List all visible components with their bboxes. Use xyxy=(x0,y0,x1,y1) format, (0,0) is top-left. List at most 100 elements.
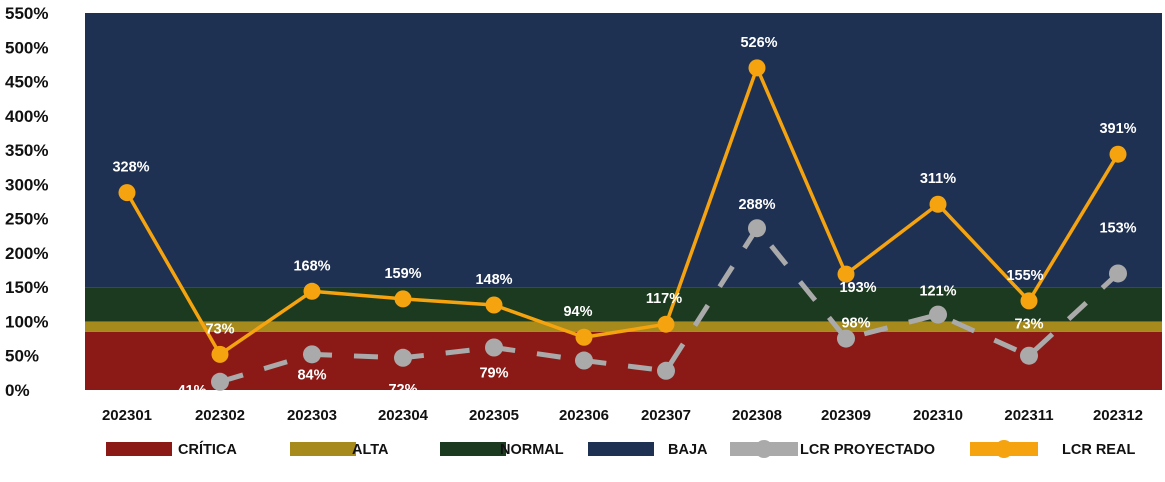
data-label: 148% xyxy=(475,272,512,288)
data-point xyxy=(211,345,229,363)
y-tick-label: 100% xyxy=(5,312,48,331)
series-group: 41%84%72%79%55%51%288%98%121%73%153%328%… xyxy=(112,35,1136,438)
data-point xyxy=(485,338,503,357)
legend-label: LCR REAL xyxy=(1062,442,1135,458)
data-label: 73% xyxy=(1014,317,1043,333)
data-label: 51% xyxy=(645,422,674,438)
data-point xyxy=(303,345,321,364)
legend-marker xyxy=(755,440,773,458)
data-label: 98% xyxy=(841,316,870,332)
y-tick-label: 200% xyxy=(5,244,48,263)
data-label: 73% xyxy=(205,321,234,337)
legend-label: CRÍTICA xyxy=(178,441,237,458)
risk-bands xyxy=(85,13,1162,390)
legend-label: LCR PROYECTADO xyxy=(800,442,935,458)
data-point xyxy=(1109,264,1127,283)
data-label: 328% xyxy=(112,160,149,176)
x-tick-label: 202311 xyxy=(1004,407,1053,424)
data-point xyxy=(748,59,766,77)
y-tick-label: 50% xyxy=(5,347,39,366)
legend-label: ALTA xyxy=(352,442,389,458)
data-label: 311% xyxy=(920,171,956,187)
data-point xyxy=(1020,346,1038,365)
legend-item: BAJA xyxy=(588,442,708,458)
series-line xyxy=(219,225,1120,385)
data-label: 121% xyxy=(919,284,956,300)
data-point xyxy=(657,361,675,380)
y-tick-label: 350% xyxy=(5,141,48,160)
x-tick-label: 202304 xyxy=(378,407,429,424)
y-tick-label: 150% xyxy=(5,278,48,297)
series-lcr-proyectado: 41% 84% 72% 79% 55% 51% 288% 98% 121% 73% 153% xyxy=(177,197,1136,438)
data-label: 79% xyxy=(479,366,508,382)
data-point xyxy=(748,219,766,238)
data-label: 117% xyxy=(646,291,682,307)
y-tick-label: 250% xyxy=(5,210,48,229)
series-line xyxy=(125,66,1120,357)
band-normal xyxy=(85,287,1162,322)
y-tick-label: 500% xyxy=(5,38,48,57)
x-tick-label: 202308 xyxy=(732,407,782,424)
data-point xyxy=(837,329,855,348)
band-baja xyxy=(85,13,1162,288)
data-label: 41% xyxy=(177,383,206,399)
legend-item: CRÍTICA xyxy=(106,441,237,458)
data-label: 84% xyxy=(297,367,326,383)
legend-label: NORMAL xyxy=(500,442,564,458)
band-alta xyxy=(85,321,1162,332)
data-point xyxy=(394,348,412,367)
data-point xyxy=(837,265,855,283)
x-tick-label: 202310 xyxy=(913,407,963,424)
data-label: 155% xyxy=(1006,268,1043,284)
data-point xyxy=(485,296,503,314)
legend-swatch xyxy=(290,442,356,456)
y-tick-label: 300% xyxy=(5,175,48,194)
data-label: 168% xyxy=(293,258,330,274)
legend-item: LCR REAL xyxy=(970,440,1135,458)
x-tick-label: 202312 xyxy=(1093,407,1143,424)
x-tick-label: 202305 xyxy=(469,407,519,424)
data-label: 288% xyxy=(738,197,775,213)
data-label: 72% xyxy=(388,382,417,398)
x-axis-ticks: 202301 202302 202303 202304 202305 202306 2023… xyxy=(102,407,1143,424)
data-point xyxy=(211,372,229,391)
data-label: 94% xyxy=(563,304,592,320)
series-lcr-real: 328% 73% 168% 159% 148% 94% 117% 526% 193% 311% 15… xyxy=(112,35,1137,363)
x-tick-label: 202309 xyxy=(821,407,871,424)
x-tick-label: 202307 xyxy=(641,407,691,424)
data-label: 55% xyxy=(569,391,598,407)
data-point xyxy=(657,315,675,333)
legend-swatch xyxy=(106,442,172,456)
data-point xyxy=(303,282,321,300)
data-label: 159% xyxy=(384,266,421,282)
data-point xyxy=(394,290,412,308)
y-tick-label: 400% xyxy=(5,107,48,126)
legend: CRÍTICA ALTA NORMAL BAJA LCR PROYECTADO LCR R… xyxy=(106,440,1135,458)
y-tick-label: 0% xyxy=(5,381,30,400)
data-label: 391% xyxy=(1099,121,1136,137)
legend-item: NORMAL xyxy=(440,442,564,458)
y-tick-label: 450% xyxy=(5,73,48,92)
data-label: 193% xyxy=(839,280,876,296)
data-point xyxy=(929,305,947,324)
data-point xyxy=(1109,145,1127,163)
data-point xyxy=(929,195,947,213)
x-tick-label: 202302 xyxy=(195,407,245,424)
data-label: 153% xyxy=(1099,220,1136,236)
legend-marker xyxy=(995,440,1013,458)
data-point xyxy=(1020,292,1038,310)
data-point xyxy=(575,351,593,370)
data-point xyxy=(118,184,136,202)
legend-label: BAJA xyxy=(668,442,708,458)
legend-item: LCR PROYECTADO xyxy=(730,440,935,458)
data-label: 526% xyxy=(740,35,777,51)
y-tick-label: 550% xyxy=(5,4,48,23)
x-tick-label: 202306 xyxy=(559,407,609,424)
y-axis-ticks: 0% 50% 100% 150% 200% 250% 300% 350% 400% 450% 500… xyxy=(5,4,48,400)
legend-swatch xyxy=(588,442,654,456)
data-point xyxy=(575,328,593,346)
legend-item: ALTA xyxy=(290,442,389,458)
x-tick-label: 202303 xyxy=(287,407,337,424)
band-critica xyxy=(85,331,1162,390)
